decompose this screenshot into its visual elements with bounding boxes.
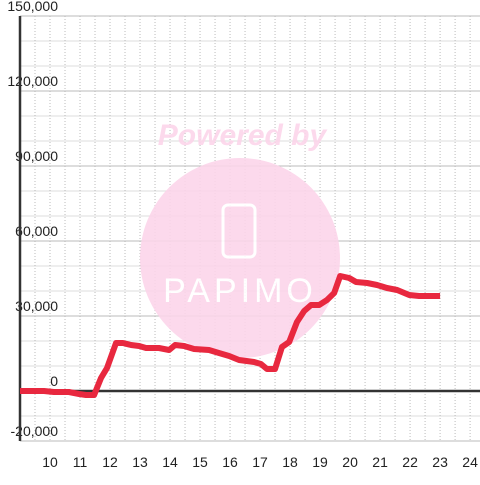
y-tick-label: 150,000 — [7, 0, 58, 14]
plot: -20,000 0 30,000 60,000 90,000 120,000 150,000… — [7, 0, 480, 470]
y-tick-label: -20,000 — [11, 423, 59, 439]
x-tick-label: 13 — [132, 454, 148, 470]
x-tick-label: 23 — [432, 454, 448, 470]
x-tick-label: 21 — [372, 454, 388, 470]
watermark-brand: PAPIMO — [163, 272, 317, 310]
line-series — [20, 273, 441, 398]
watermark-phone — [221, 203, 257, 259]
x-tick-label: 17 — [252, 454, 268, 470]
x-tick-label: 18 — [282, 454, 298, 470]
grid — [20, 15, 480, 442]
y-tick-label: 0 — [50, 373, 58, 389]
x-tick-label: 16 — [222, 454, 238, 470]
watermark: Powered by PAPIMO — [140, 119, 340, 358]
y-tick-label: 120,000 — [7, 73, 58, 89]
y-tick-label: 60,000 — [15, 223, 58, 239]
x-tick-label: 10 — [42, 454, 58, 470]
x-tick-label: 20 — [342, 454, 358, 470]
watermark-top: Powered by — [158, 119, 328, 152]
x-tick-label: 11 — [73, 454, 88, 470]
x-tick-label: 19 — [312, 454, 328, 470]
y-tick-label: 30,000 — [15, 298, 58, 314]
x-tick-label: 15 — [192, 454, 208, 470]
x-tick-label: 12 — [102, 454, 118, 470]
x-tick-label: 22 — [402, 454, 418, 470]
x-tick-label: 14 — [162, 454, 178, 470]
y-tick-label: 90,000 — [15, 148, 58, 164]
x-tick-label: 24 — [462, 454, 478, 470]
